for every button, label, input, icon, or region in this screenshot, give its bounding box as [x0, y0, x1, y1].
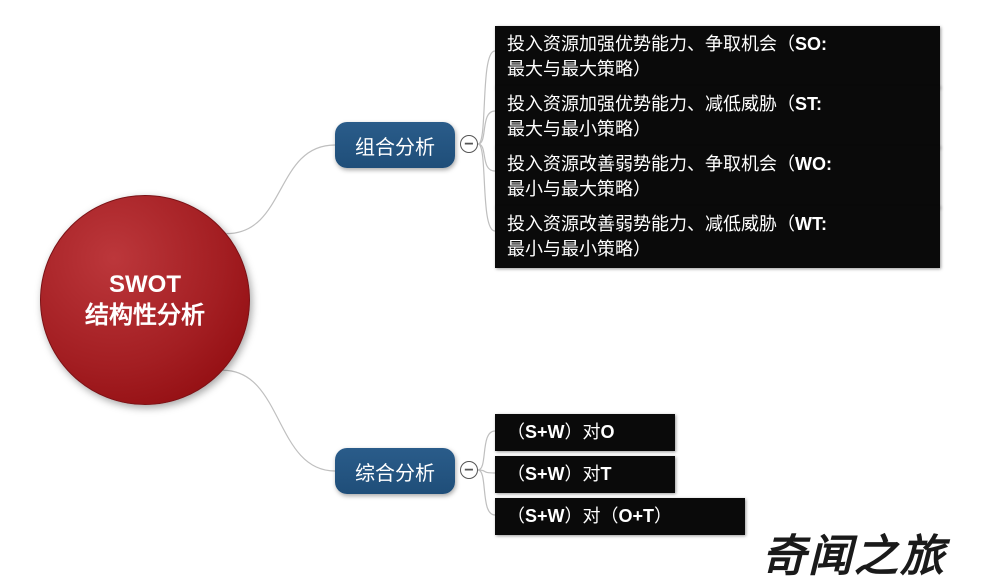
branch-label: 综合分析 — [355, 457, 435, 486]
leaf-item: 投入资源改善弱势能力、减低威胁（WT:最小与最小策略） — [495, 206, 940, 268]
watermark-text: 奇闻之旅 — [762, 520, 946, 584]
root-node: SWOT 结构性分析 — [40, 195, 250, 405]
leaf-item: 投入资源加强优势能力、争取机会（SO:最大与最大策略） — [495, 26, 940, 88]
leaf-item: 投入资源改善弱势能力、争取机会（WO:最小与最大策略） — [495, 146, 940, 208]
leaf-item: （S+W）对O — [495, 414, 675, 451]
branch-synth[interactable]: 综合分析 — [335, 448, 455, 494]
collapse-icon[interactable]: − — [460, 135, 478, 153]
root-line1: SWOT — [109, 269, 181, 300]
branch-combine[interactable]: 组合分析 — [335, 122, 455, 168]
leaf-item: （S+W）对（O+T） — [495, 498, 745, 535]
leaf-item: 投入资源加强优势能力、减低威胁（ST:最大与最小策略） — [495, 86, 940, 148]
leaf-item: （S+W）对T — [495, 456, 675, 493]
root-line2: 结构性分析 — [85, 300, 205, 331]
branch-label: 组合分析 — [355, 131, 435, 160]
collapse-icon[interactable]: − — [460, 461, 478, 479]
